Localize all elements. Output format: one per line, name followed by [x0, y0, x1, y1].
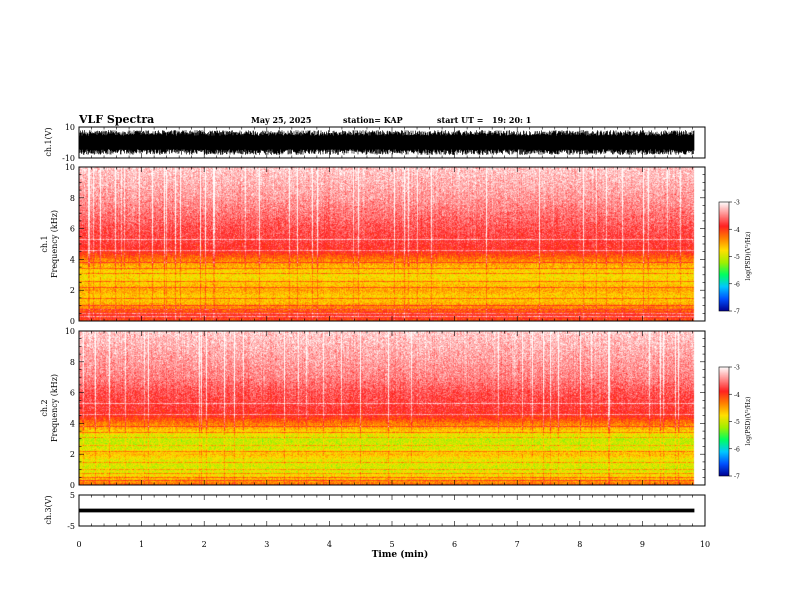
ch2-colorbar-gradient	[719, 367, 729, 476]
time-tick-label: 0	[76, 540, 81, 549]
ch1-colorbar-ticks: -3 -4 -5 -6 -7	[729, 200, 740, 316]
ch1-ytick-top: 10	[65, 123, 75, 132]
ch1-waveform-panel: 10 -10 ch.1(V)	[44, 123, 706, 163]
colorbar-tick-label: -6	[734, 446, 740, 453]
ch1-spectrogram-ylabel: Frequency (kHz)	[50, 210, 59, 278]
time-tick-label: 3	[264, 540, 269, 549]
ch1-spectrogram-heatmap	[79, 167, 705, 321]
colorbar-tick-label: -6	[734, 281, 740, 288]
ch3-waveform-ylabel: ch.3(V)	[44, 495, 53, 524]
freq-tick-label: 2	[70, 286, 75, 295]
ch2-colorbar: -3 -4 -5 -6 -7 log(PSD)(V²/Hz)	[718, 365, 752, 481]
date-label: May 25, 2025	[251, 115, 311, 125]
ch2-colorbar-ticks: -3 -4 -5 -6 -7	[729, 365, 740, 481]
time-axis-label: Time (min)	[372, 549, 429, 560]
ch1-colorbar-label: log(PSD)(V²/Hz)	[745, 232, 752, 281]
time-tick-label: 6	[452, 540, 457, 549]
ch1-spectrogram-yticks: 0 2 4 6 8 10	[65, 163, 705, 326]
time-tick-label: 5	[389, 540, 394, 549]
colorbar-tick-label: -4	[734, 392, 740, 399]
ch1-waveform-trace	[79, 130, 695, 155]
freq-tick-label: 0	[70, 317, 75, 326]
freq-tick-label: 0	[70, 481, 75, 490]
start-ut-label: start UT =	[437, 115, 484, 125]
freq-tick-label: 4	[70, 255, 75, 264]
freq-tick-label: 8	[70, 194, 75, 203]
ch1-spectrogram-channel-label: ch.1	[40, 235, 49, 252]
ch3-ytick-top: 5	[70, 491, 75, 500]
colorbar-tick-label: -4	[734, 227, 740, 234]
freq-tick-label: 8	[70, 358, 75, 367]
ch1-colorbar-holder	[719, 202, 729, 311]
freq-tick-label: 6	[70, 225, 75, 234]
freq-tick-label: 2	[70, 450, 75, 459]
freq-tick-label: 10	[65, 327, 75, 336]
time-tick-label: 2	[202, 540, 207, 549]
ch2-spectrogram-channel-label: ch.2	[40, 399, 49, 416]
ch1-spectrogram-panel: 0 2 4 6 8 10 ch.1 Frequency (kHz)	[40, 163, 706, 326]
ch2-colorbar-label: log(PSD)(V²/Hz)	[745, 397, 752, 446]
station-label: station= KAP	[343, 115, 403, 125]
ch2-spectrogram-yticks: 0 2 4 6 8 10	[65, 327, 705, 490]
colorbar-tick-label: -3	[734, 365, 740, 372]
time-tick-label: 7	[515, 540, 520, 549]
freq-tick-label: 4	[70, 419, 75, 428]
time-tick-label: 4	[327, 540, 332, 549]
ch2-colorbar-holder	[719, 367, 729, 476]
ch2-spectrogram-panel: 0 2 4 6 8 10 ch.2 Frequency (kHz)	[40, 327, 706, 490]
colorbar-tick-label: -7	[734, 474, 740, 481]
ch3-waveform-panel: 5 -5 ch.3(V)	[44, 491, 706, 531]
colorbar-tick-label: -5	[734, 419, 740, 426]
time-axis-labels: 0 1 2 3 4 5 6 7 8 9 10	[76, 540, 710, 549]
ch3-ytick-bottom: -5	[67, 522, 75, 531]
colorbar-tick-label: -3	[734, 200, 740, 207]
time-axis-ticks	[78, 127, 706, 526]
time-tick-label: 9	[640, 540, 645, 549]
freq-tick-label: 10	[65, 163, 75, 172]
time-tick-label: 1	[139, 540, 144, 549]
ch2-spectrogram-ylabel: Frequency (kHz)	[50, 374, 59, 442]
ch1-colorbar: -3 -4 -5 -6 -7 log(PSD)(V²/Hz)	[718, 200, 752, 316]
figure-title: VLF Spectra	[78, 113, 154, 126]
time-tick-label: 8	[577, 540, 582, 549]
ch2-spectrogram-image-holder	[79, 331, 705, 485]
freq-tick-label: 6	[70, 389, 75, 398]
ch1-waveform-ylabel: ch.1(V)	[44, 127, 53, 156]
ch2-spectrogram-heatmap	[79, 331, 705, 485]
time-tick-label: 10	[700, 540, 710, 549]
ch1-spectrogram-image-holder	[79, 167, 705, 321]
ch1-ytick-bottom: -10	[62, 154, 75, 163]
colorbar-tick-label: -7	[734, 309, 740, 316]
start-time-label: 19: 20: 1	[492, 115, 531, 125]
colorbar-tick-label: -5	[734, 254, 740, 261]
ch1-colorbar-gradient	[719, 202, 729, 311]
